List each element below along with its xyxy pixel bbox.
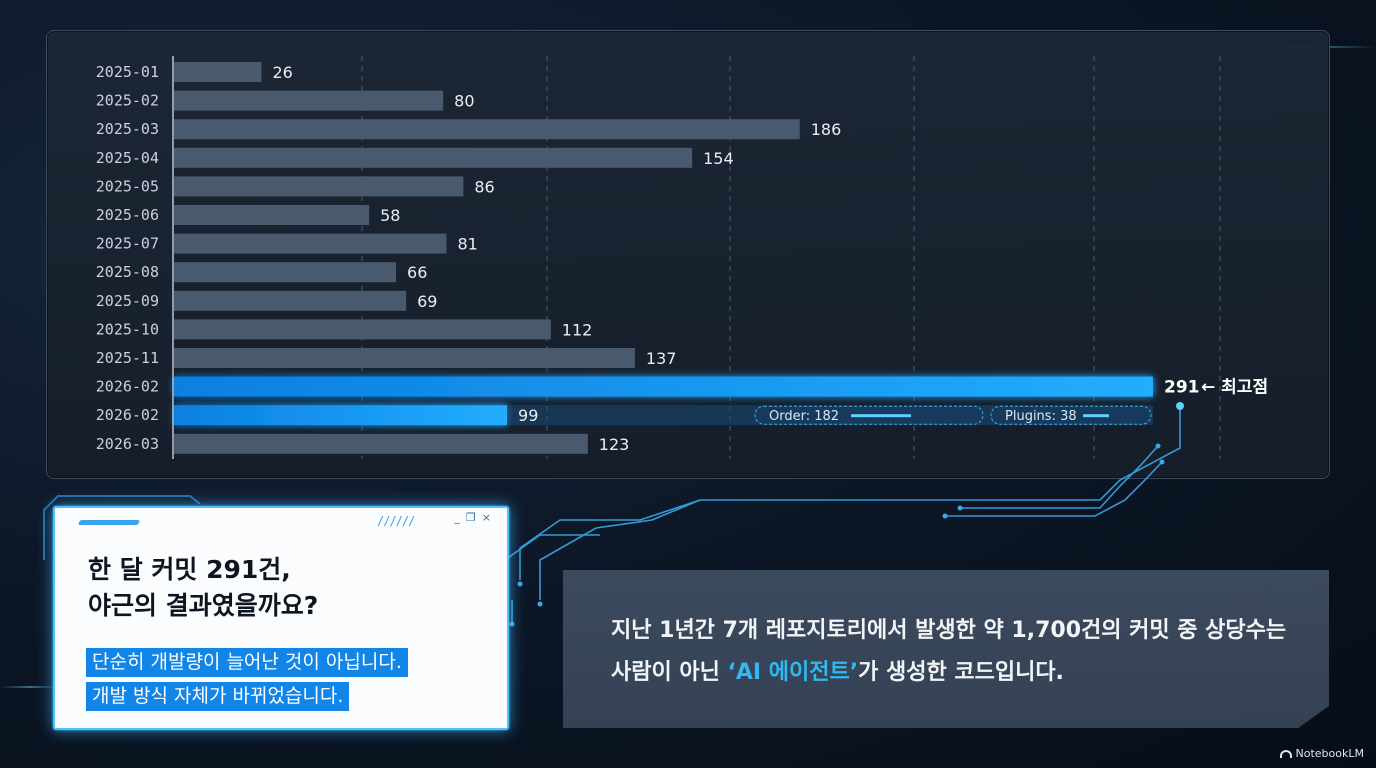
question-title: 한 달 커밋 291건, 야근의 결과였을까요?	[88, 555, 319, 620]
titlebar-stripe	[77, 520, 141, 525]
bar-chart: 2025-01 26 2025-02 80 2025-03 186 2025-04 154 20…	[96, 56, 1268, 459]
y-tick-label: 2025-02	[96, 92, 159, 110]
highlight-line-1: 단순히 개발량이 늘어난 것이 아닙니다.	[86, 648, 408, 677]
value-label: 112	[562, 320, 593, 339]
bar	[174, 205, 370, 225]
breakdown-label: Plugins: 38	[1005, 409, 1077, 424]
notebooklm-logo-icon	[1279, 749, 1292, 758]
y-tick-label: 2025-01	[96, 63, 159, 81]
question-window: ////// _ ❐ × 한 달 커밋 291건, 야근의 결과였을까요? 단순…	[53, 506, 509, 730]
peak-annotation: ← 최고점	[1201, 378, 1268, 398]
y-tick-label: 2025-10	[96, 320, 159, 338]
y-tick-label: 2025-07	[96, 235, 159, 253]
bar	[174, 233, 447, 254]
restore-icon[interactable]: ❐	[465, 511, 476, 524]
brand-mark: NotebookLM	[1279, 747, 1364, 760]
minimize-icon[interactable]: _	[454, 511, 460, 524]
y-tick-label: 2026-02	[96, 406, 159, 424]
bar	[174, 147, 693, 168]
bar	[174, 90, 444, 111]
bar	[174, 62, 262, 82]
value-label: 154	[703, 149, 734, 168]
highlight-line-2: 개발 방식 자체가 바뀌었습니다.	[86, 682, 350, 711]
window-titlebar: ////// _ ❐ ×	[55, 508, 507, 534]
brand-name: NotebookLM	[1295, 747, 1364, 760]
y-tick-label: 2025-06	[96, 206, 159, 224]
bar	[174, 405, 508, 426]
bar	[174, 319, 551, 340]
value-label: 99	[518, 406, 538, 425]
ambient-glow-line	[0, 686, 60, 688]
value-label: 69	[417, 292, 437, 311]
value-label: 80	[454, 92, 474, 111]
bar	[174, 119, 800, 140]
value-label: 66	[407, 263, 427, 282]
value-label: 137	[646, 349, 677, 368]
bar	[174, 348, 635, 368]
y-tick-label: 2025-08	[96, 263, 159, 281]
window-controls: _ ❐ ×	[454, 511, 491, 524]
info-text-before: 지난 1년간 7개 레포지토리에서 발생한 약 1,700건의 커밋 중 상당수…	[611, 618, 1287, 685]
breakdown-meter	[1083, 414, 1109, 418]
info-text: 지난 1년간 7개 레포지토리에서 발생한 약 1,700건의 커밋 중 상당수…	[611, 610, 1311, 694]
bars	[174, 62, 1153, 454]
info-text-after: 가 생성한 코드입니다.	[858, 660, 1064, 685]
y-tick-label: 2026-03	[96, 435, 159, 453]
value-label: 123	[599, 435, 630, 454]
y-tick-label: 2026-02	[96, 378, 159, 396]
info-accent: ‘AI 에이전트’	[727, 660, 859, 685]
close-icon[interactable]: ×	[481, 511, 491, 524]
chart-panel: 2025-01 26 2025-02 80 2025-03 186 2025-04 154 20…	[46, 30, 1330, 479]
y-tick-label: 2025-11	[96, 349, 159, 367]
labels: 2025-01 26 2025-02 80 2025-03 186 2025-04 154 20…	[96, 63, 1268, 454]
y-tick-label: 2025-04	[96, 149, 159, 167]
value-label: 26	[272, 63, 292, 82]
info-box: 지난 1년간 7개 레포지토리에서 발생한 약 1,700건의 커밋 중 상당수…	[563, 570, 1329, 728]
bar	[174, 262, 397, 283]
bar	[174, 376, 1153, 397]
bar	[174, 290, 407, 311]
titlebar-hatch-decoration: //////	[377, 514, 415, 528]
y-tick-label: 2025-05	[96, 177, 159, 195]
value-label: 58	[380, 206, 400, 225]
y-tick-label: 2025-03	[96, 120, 159, 138]
value-label: 81	[458, 235, 478, 254]
value-label: 291	[1164, 378, 1200, 398]
grid-lines	[361, 56, 1221, 459]
value-label: 86	[474, 177, 494, 196]
y-tick-label: 2025-09	[96, 292, 159, 310]
value-label: 186	[811, 120, 842, 139]
bar	[174, 433, 588, 454]
breakdown-meter	[851, 414, 911, 418]
breakdown-label: Order: 182	[769, 409, 839, 424]
bar	[174, 176, 464, 197]
